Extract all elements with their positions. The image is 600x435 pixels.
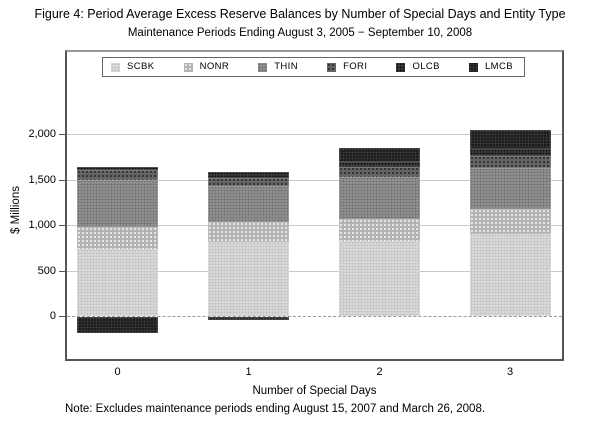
legend-label-NONR: NONR: [199, 61, 230, 72]
bar-1-segment-NONR: [208, 221, 289, 242]
y-tick-mark-1000: [59, 225, 66, 226]
bar-3-segment-SCBK: [469, 234, 551, 316]
legend-item-THIN: THIN: [258, 62, 298, 72]
bar-0-segment-SCBK: [77, 248, 158, 316]
bar-1-segment-OLCB: [208, 171, 289, 178]
y-tick-label-500: 500: [37, 264, 56, 277]
y-tick-label-2000: 2,000: [28, 128, 56, 140]
legend-swatch-LMCB: [469, 62, 478, 72]
legend-item-NONR: NONR: [183, 61, 230, 72]
bar-0-segment-FORI: [77, 170, 158, 180]
y-tick-mark-1500: [59, 179, 66, 181]
legend-label-SCBK: SCBK: [127, 61, 155, 72]
x-tick-label-3: 3: [506, 366, 514, 378]
y-tick-mark-500: [59, 270, 66, 272]
bar-2-segment-NONR: [339, 219, 420, 242]
bar-2-segment-FORI: [339, 166, 420, 178]
legend-swatch-SCBK: [111, 62, 120, 72]
legend-label-THIN: THIN: [274, 61, 298, 72]
bar-2-segment-LMCB: [339, 147, 420, 163]
legend-item-LMCB: LMCB: [469, 62, 513, 72]
y-tick-label-1500: 1,500: [28, 173, 56, 186]
bar-2-segment-OLCB: [339, 162, 420, 167]
legend-swatch-OLCB: [396, 62, 406, 72]
bar-3-segment-THIN: [469, 167, 551, 210]
legend-swatch-NONR: [183, 62, 193, 72]
legend-label-OLCB: OLCB: [412, 61, 440, 72]
x-tick-label-1: 1: [245, 366, 252, 378]
y-tick-mark-0: [59, 316, 66, 317]
y-tick-mark-2000: [59, 134, 66, 135]
bar-1-segment-LMCB: [208, 317, 289, 320]
bar-1-segment-FORI: [208, 177, 289, 186]
bar-3-segment-NONR: [469, 209, 551, 235]
gridline-1000: [67, 225, 562, 226]
legend-item-FORI: FORI: [327, 62, 367, 72]
gridline-500: [67, 270, 562, 272]
bar-1-segment-THIN: [208, 185, 289, 222]
bar-0-segment-LMCB: [77, 317, 158, 333]
x-tick-label-2: 2: [376, 366, 383, 378]
legend-item-SCBK: SCBK: [111, 62, 154, 72]
x-tick-label-0: 0: [114, 366, 121, 378]
legend-label-FORI: FORI: [343, 61, 368, 72]
bar-2-segment-THIN: [339, 177, 420, 220]
bar-3-segment-FORI: [469, 155, 551, 168]
bar-3-segment-OLCB: [469, 149, 551, 156]
bar-1-segment-SCBK: [208, 241, 289, 316]
legend-item-OLCB: OLCB: [396, 61, 440, 72]
chart-subtitle: Maintenance Periods Ending August 3, 200…: [127, 27, 473, 39]
gridline-1500: [67, 179, 562, 181]
bar-0-segment-THIN: [77, 179, 158, 227]
plot-area: SCBK NONR THIN FORI OLCB LMCB: [65, 50, 564, 361]
bar-3-segment-LMCB: [469, 130, 551, 149]
legend-swatch-THIN: [258, 62, 268, 72]
gridline-2000: [67, 134, 562, 135]
y-tick-label-0: 0: [49, 310, 56, 322]
legend-swatch-FORI: [327, 62, 337, 72]
chart-title: Figure 4: Period Average Excess Reserve …: [34, 7, 566, 21]
x-axis-title: Number of Special Days: [252, 385, 377, 397]
zero-line: [67, 316, 562, 317]
legend: SCBK NONR THIN FORI OLCB LMCB: [102, 57, 525, 77]
chart-note: Note: Excludes maintenance periods endin…: [65, 403, 486, 415]
legend-label-LMCB: LMCB: [485, 61, 513, 72]
y-axis-title: $ Millions: [10, 186, 22, 234]
y-tick-label-1000: 1,000: [28, 219, 56, 231]
bar-2-segment-SCBK: [339, 241, 420, 316]
bar-0-segment-OLCB: [77, 167, 158, 171]
bar-0-segment-NONR: [77, 226, 158, 249]
